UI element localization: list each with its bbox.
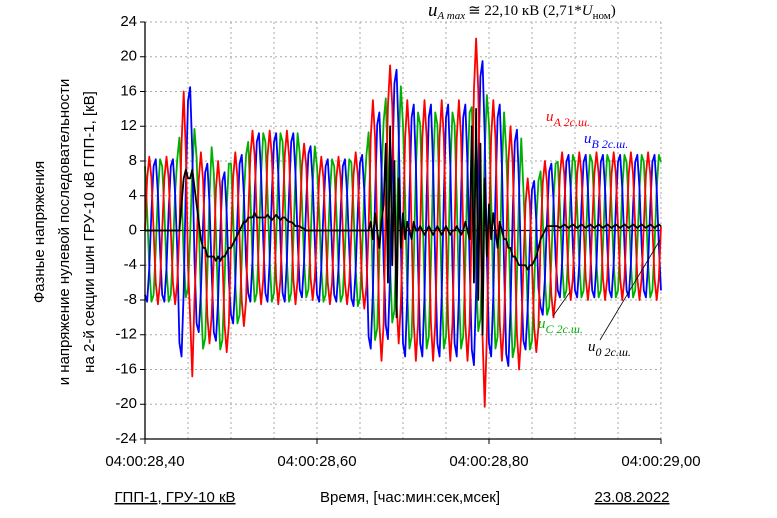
y-axis-title-line: на 2-й секции шин ГРУ-10 кВ ГПП-1, [кВ] [81, 91, 98, 373]
annotation-text: ≅ 22,10 кВ (2,71* [468, 3, 582, 19]
annotation-subscript: A max [437, 10, 466, 22]
annotation-symbol: u [428, 0, 438, 21]
x-tick-label: 04:00:28,60 [277, 453, 356, 470]
y-tick-label: 16 [120, 82, 137, 99]
series-label: uC 2с.ш. [538, 316, 583, 335]
series-label-subscript: A 2с.ш. [553, 115, 591, 129]
series-label-symbol: u [584, 131, 592, 147]
series-line [144, 85, 662, 359]
plot-lines [144, 37, 662, 408]
x-axis-title: Время, [час:мин:сек,мсек] [320, 489, 500, 506]
y-tick-label: 20 [120, 48, 137, 65]
y-tick-label: -24 [115, 430, 137, 447]
label-leader [599, 239, 661, 341]
y-axis-title: Фазные напряжения и напряжение нулевой п… [31, 79, 98, 386]
y-axis-title-line: и напряжение нулевой последовательности [56, 79, 73, 386]
series-label-symbol: u [588, 339, 596, 355]
y-tick-label: -12 [115, 326, 137, 343]
y-tick-label: 0 [129, 221, 137, 238]
series-label: u0 2с.ш. [588, 339, 631, 358]
x-tick-label: 04:00:28,80 [449, 453, 528, 470]
series-line [145, 107, 662, 336]
y-axis-title-line: Фазные напряжения [31, 161, 48, 303]
series-label-subscript: C 2с.ш. [546, 322, 583, 336]
footer-left: ГПП-1, ГРУ-10 кВ [114, 489, 235, 506]
series-label-symbol: u [546, 109, 554, 125]
annotation-text: ) [611, 3, 616, 19]
footer-right: 23.08.2022 [594, 489, 669, 506]
y-tick-label: -20 [115, 395, 137, 412]
annotation-subscript: ном [593, 10, 611, 22]
x-tick-label: 04:00:28,40 [105, 453, 184, 470]
series-line [144, 60, 662, 367]
y-tick-label: 12 [120, 117, 137, 134]
y-tick-label: 8 [129, 152, 137, 169]
y-tick-label: -16 [115, 360, 137, 377]
series-label-symbol: u [538, 316, 546, 332]
peak-annotation: uA max ≅ 22,10 кВ (2,71*Uном) [428, 0, 616, 21]
annotation-symbol: U [582, 3, 594, 19]
y-tick-label: -4 [124, 256, 137, 273]
y-tick-label: 4 [129, 187, 137, 204]
y-tick-label: -8 [124, 291, 137, 308]
series-label-subscript: B 2с.ш. [592, 137, 629, 151]
y-tick-label: 24 [120, 13, 137, 30]
series-label: uB 2с.ш. [584, 131, 628, 150]
series-label: uA 2с.ш. [546, 109, 590, 128]
label-leader [552, 291, 571, 317]
x-tick-label: 04:00:29,00 [621, 453, 700, 470]
series-label-subscript: 0 2с.ш. [596, 345, 631, 359]
